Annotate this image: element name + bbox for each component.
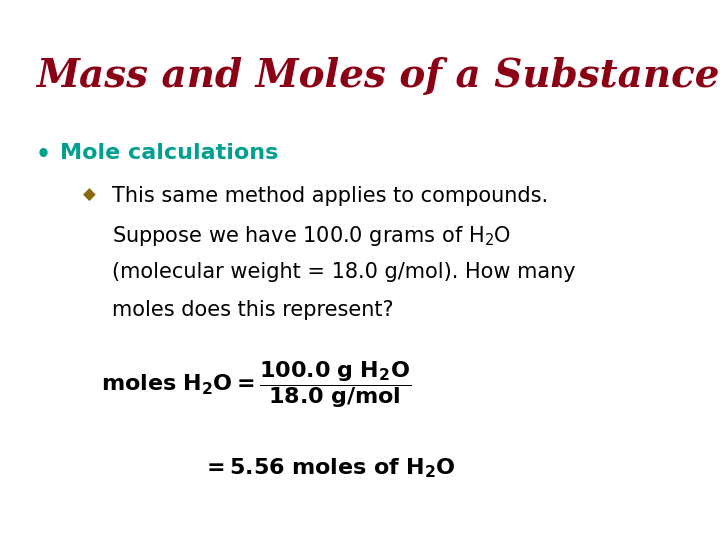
- Text: •: •: [36, 143, 51, 167]
- Text: ◆: ◆: [83, 186, 96, 204]
- Text: This same method applies to compounds.: This same method applies to compounds.: [112, 186, 548, 206]
- Text: (molecular weight = 18.0 g/mol). How many: (molecular weight = 18.0 g/mol). How man…: [112, 262, 575, 282]
- Text: $\mathbf{= 5.56\ moles\ of\ H_2O}$: $\mathbf{= 5.56\ moles\ of\ H_2O}$: [202, 456, 455, 480]
- Text: Mole calculations: Mole calculations: [60, 143, 278, 163]
- Text: moles does this represent?: moles does this represent?: [112, 300, 393, 320]
- Text: Mass and Moles of a Substance: Mass and Moles of a Substance: [36, 57, 719, 94]
- Text: Suppose we have 100.0 grams of $\mathregular{H_2O}$: Suppose we have 100.0 grams of $\mathreg…: [112, 224, 510, 248]
- Text: $\mathbf{moles\ H_2O = \dfrac{100.0\ g\ H_2O}{18.0\ g/mol}}$: $\mathbf{moles\ H_2O = \dfrac{100.0\ g\ …: [101, 359, 411, 410]
